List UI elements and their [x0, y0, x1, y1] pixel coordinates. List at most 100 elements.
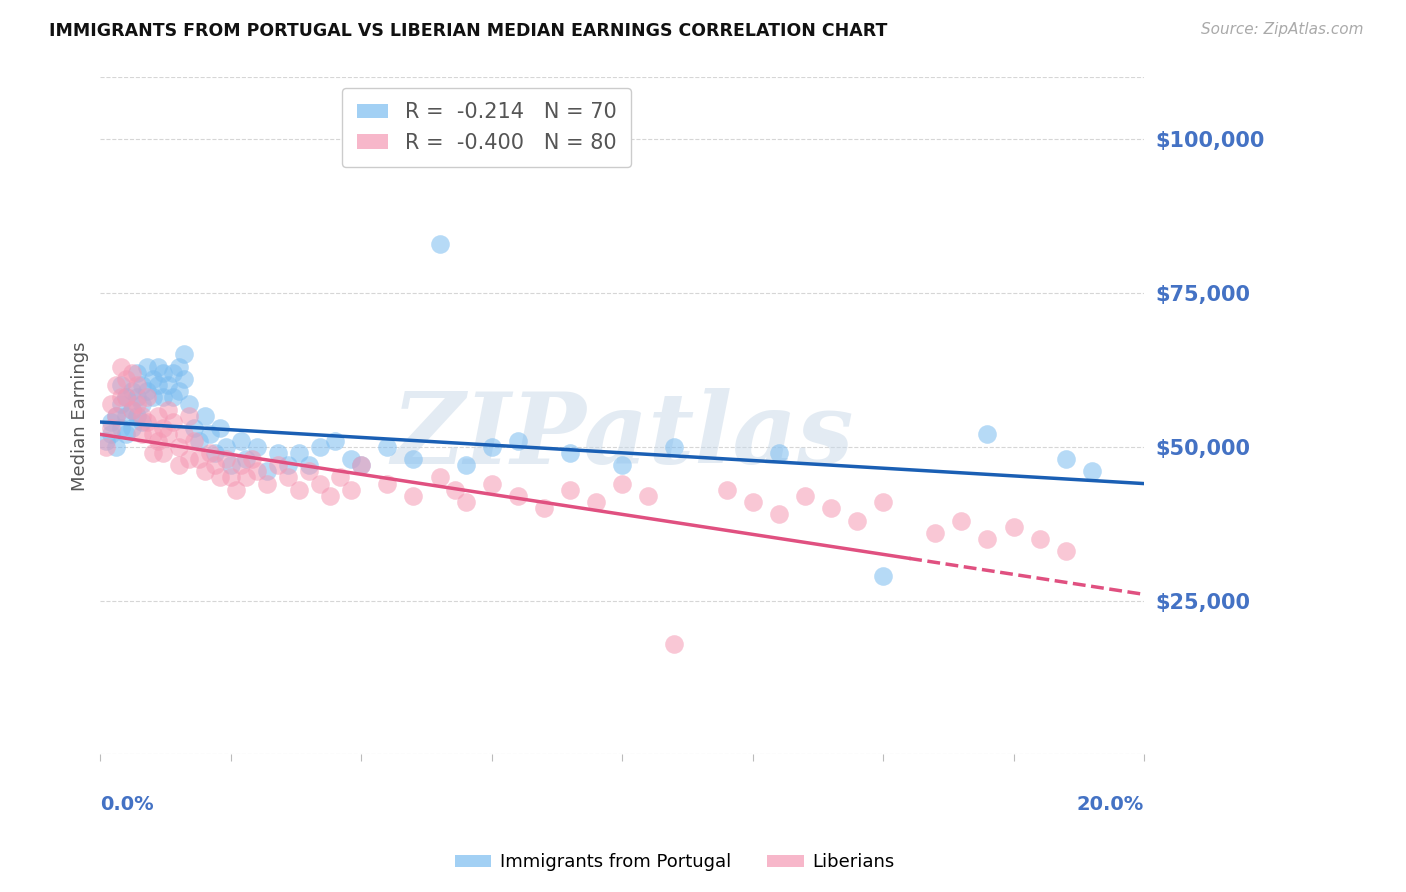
Point — [219, 470, 242, 484]
Point — [976, 427, 998, 442]
Point — [454, 495, 477, 509]
Point — [146, 409, 169, 423]
Point — [162, 391, 184, 405]
Point — [167, 458, 190, 472]
Point — [350, 458, 373, 472]
Point — [162, 415, 184, 429]
Point — [793, 489, 815, 503]
Point — [152, 391, 174, 405]
Point — [121, 421, 143, 435]
Point — [204, 446, 226, 460]
Point — [287, 446, 309, 460]
Point — [141, 391, 163, 405]
Point — [402, 452, 425, 467]
Point — [256, 464, 278, 478]
Point — [194, 409, 217, 423]
Point — [846, 514, 869, 528]
Point — [277, 458, 299, 472]
Point — [121, 366, 143, 380]
Point — [177, 452, 200, 467]
Point — [125, 409, 148, 423]
Point — [152, 446, 174, 460]
Point — [152, 421, 174, 435]
Point — [194, 464, 217, 478]
Point — [429, 236, 451, 251]
Point — [454, 458, 477, 472]
Point — [209, 421, 232, 435]
Point — [340, 483, 363, 497]
Point — [231, 434, 253, 448]
Point — [136, 391, 159, 405]
Point — [585, 495, 607, 509]
Point — [225, 483, 247, 497]
Point — [125, 391, 148, 405]
Point — [350, 458, 373, 472]
Point — [121, 402, 143, 417]
Y-axis label: Median Earnings: Median Earnings — [72, 341, 89, 491]
Point — [506, 434, 529, 448]
Point — [319, 489, 342, 503]
Point — [167, 440, 190, 454]
Point — [110, 396, 132, 410]
Point — [246, 440, 269, 454]
Point — [214, 452, 236, 467]
Point — [105, 378, 128, 392]
Point — [402, 489, 425, 503]
Point — [664, 637, 686, 651]
Point — [146, 359, 169, 374]
Legend: Immigrants from Portugal, Liberians: Immigrants from Portugal, Liberians — [447, 847, 903, 879]
Point — [177, 409, 200, 423]
Point — [115, 391, 138, 405]
Point — [110, 378, 132, 392]
Point — [115, 372, 138, 386]
Point — [167, 359, 190, 374]
Point — [100, 421, 122, 435]
Point — [136, 384, 159, 399]
Point — [110, 359, 132, 374]
Point — [235, 470, 257, 484]
Point — [323, 434, 346, 448]
Point — [1002, 519, 1025, 533]
Point — [429, 470, 451, 484]
Point — [612, 458, 634, 472]
Point — [637, 489, 659, 503]
Text: ZIPatlas: ZIPatlas — [391, 388, 853, 484]
Point — [131, 427, 153, 442]
Point — [152, 366, 174, 380]
Point — [1028, 532, 1050, 546]
Text: IMMIGRANTS FROM PORTUGAL VS LIBERIAN MEDIAN EARNINGS CORRELATION CHART: IMMIGRANTS FROM PORTUGAL VS LIBERIAN MED… — [49, 22, 887, 40]
Point — [100, 427, 122, 442]
Point — [277, 470, 299, 484]
Point — [741, 495, 763, 509]
Point — [204, 458, 226, 472]
Point — [219, 458, 242, 472]
Text: Source: ZipAtlas.com: Source: ZipAtlas.com — [1201, 22, 1364, 37]
Point — [558, 446, 581, 460]
Point — [105, 409, 128, 423]
Point — [100, 396, 122, 410]
Point — [214, 440, 236, 454]
Point — [209, 470, 232, 484]
Point — [506, 489, 529, 503]
Point — [481, 440, 503, 454]
Point — [157, 427, 180, 442]
Point — [267, 446, 290, 460]
Point — [287, 483, 309, 497]
Point — [340, 452, 363, 467]
Point — [162, 366, 184, 380]
Point — [481, 476, 503, 491]
Point — [924, 525, 946, 540]
Point — [444, 483, 467, 497]
Point — [308, 440, 330, 454]
Point — [173, 347, 195, 361]
Point — [157, 402, 180, 417]
Point — [375, 440, 398, 454]
Point — [141, 372, 163, 386]
Point — [157, 378, 180, 392]
Point — [298, 458, 321, 472]
Point — [612, 476, 634, 491]
Point — [110, 421, 132, 435]
Point — [115, 427, 138, 442]
Point — [105, 440, 128, 454]
Point — [173, 427, 195, 442]
